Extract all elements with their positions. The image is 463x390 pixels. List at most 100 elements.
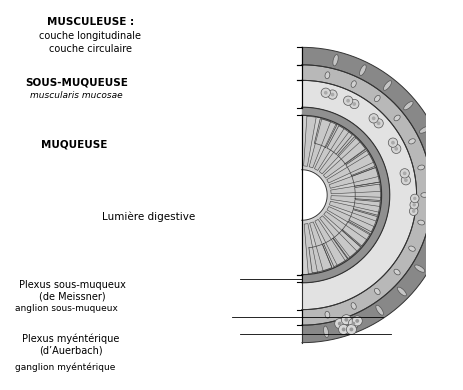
Polygon shape: [337, 136, 365, 164]
Polygon shape: [354, 184, 380, 200]
Polygon shape: [319, 131, 356, 174]
Text: Plexus sous-muqueux: Plexus sous-muqueux: [19, 280, 126, 290]
Ellipse shape: [408, 139, 414, 144]
Polygon shape: [304, 223, 317, 274]
Circle shape: [349, 328, 353, 331]
Circle shape: [334, 319, 344, 329]
Ellipse shape: [350, 318, 357, 329]
Polygon shape: [329, 167, 378, 188]
Polygon shape: [314, 119, 336, 147]
Circle shape: [320, 88, 330, 98]
Text: Lumière digestive: Lumière digestive: [101, 211, 194, 222]
Ellipse shape: [433, 212, 444, 217]
Circle shape: [341, 328, 345, 331]
Text: couche longitudinale: couche longitudinale: [39, 31, 141, 41]
Text: ganglion myéntérique: ganglion myéntérique: [15, 362, 115, 372]
Circle shape: [411, 209, 414, 213]
Circle shape: [402, 172, 406, 175]
Ellipse shape: [350, 81, 356, 87]
Text: MUSCULEUSE :: MUSCULEUSE :: [46, 17, 133, 27]
Circle shape: [349, 99, 358, 109]
Circle shape: [327, 90, 337, 99]
Circle shape: [410, 194, 418, 203]
Polygon shape: [348, 210, 376, 232]
Circle shape: [355, 319, 358, 323]
Circle shape: [390, 141, 394, 145]
Polygon shape: [301, 107, 389, 283]
Ellipse shape: [374, 288, 379, 294]
Circle shape: [388, 138, 397, 147]
Text: Plexus myéntérique: Plexus myéntérique: [22, 333, 119, 344]
Polygon shape: [303, 116, 315, 166]
Polygon shape: [301, 108, 388, 282]
Text: couche circulaire: couche circulaire: [49, 44, 131, 54]
Circle shape: [376, 121, 380, 125]
Circle shape: [373, 119, 382, 128]
Ellipse shape: [332, 55, 338, 66]
Circle shape: [343, 96, 352, 105]
Ellipse shape: [417, 220, 424, 225]
Circle shape: [341, 315, 350, 325]
Circle shape: [352, 102, 356, 106]
Polygon shape: [345, 151, 374, 176]
Polygon shape: [301, 80, 416, 310]
Text: (de Meissner): (de Meissner): [39, 292, 106, 302]
Ellipse shape: [375, 305, 382, 315]
Polygon shape: [301, 170, 326, 220]
Ellipse shape: [324, 311, 329, 318]
Ellipse shape: [374, 96, 379, 102]
Circle shape: [338, 324, 348, 335]
Ellipse shape: [434, 183, 445, 188]
Polygon shape: [323, 238, 347, 267]
Circle shape: [400, 176, 410, 185]
Polygon shape: [308, 244, 331, 273]
Ellipse shape: [382, 81, 391, 90]
Polygon shape: [342, 221, 369, 246]
Ellipse shape: [396, 287, 406, 296]
Circle shape: [350, 322, 355, 326]
Ellipse shape: [403, 101, 412, 110]
Circle shape: [391, 144, 400, 154]
Polygon shape: [319, 216, 357, 258]
Ellipse shape: [414, 265, 424, 272]
Circle shape: [368, 113, 377, 123]
Ellipse shape: [323, 326, 328, 338]
Text: muscularis mucosae: muscularis mucosae: [30, 90, 123, 99]
Circle shape: [323, 91, 327, 95]
Circle shape: [399, 168, 408, 178]
Ellipse shape: [393, 115, 399, 121]
Polygon shape: [314, 124, 344, 170]
Circle shape: [351, 316, 362, 326]
Polygon shape: [326, 126, 352, 154]
Ellipse shape: [426, 239, 437, 245]
Polygon shape: [301, 65, 431, 325]
Polygon shape: [326, 154, 373, 183]
Polygon shape: [332, 230, 360, 259]
Polygon shape: [351, 168, 379, 186]
Text: SOUS-MUQUEUSE: SOUS-MUQUEUSE: [25, 77, 128, 87]
Text: anglion sous-muqueux: anglion sous-muqueux: [15, 304, 118, 313]
Ellipse shape: [359, 65, 365, 76]
Circle shape: [345, 99, 349, 103]
Polygon shape: [326, 207, 374, 235]
Ellipse shape: [393, 269, 399, 275]
Circle shape: [409, 200, 418, 209]
Text: (d’Auerbach): (d’Auerbach): [39, 346, 102, 355]
Circle shape: [371, 117, 375, 120]
Circle shape: [337, 322, 341, 326]
Circle shape: [412, 203, 415, 207]
Polygon shape: [301, 115, 381, 275]
Polygon shape: [329, 201, 378, 221]
Circle shape: [348, 319, 357, 329]
Ellipse shape: [429, 154, 440, 160]
Ellipse shape: [419, 126, 429, 133]
Polygon shape: [308, 119, 330, 168]
Ellipse shape: [350, 303, 356, 309]
Circle shape: [412, 197, 416, 200]
Circle shape: [344, 318, 348, 322]
Polygon shape: [323, 211, 366, 247]
Polygon shape: [330, 196, 380, 207]
Circle shape: [394, 147, 397, 151]
Polygon shape: [330, 182, 380, 194]
Polygon shape: [301, 47, 449, 343]
